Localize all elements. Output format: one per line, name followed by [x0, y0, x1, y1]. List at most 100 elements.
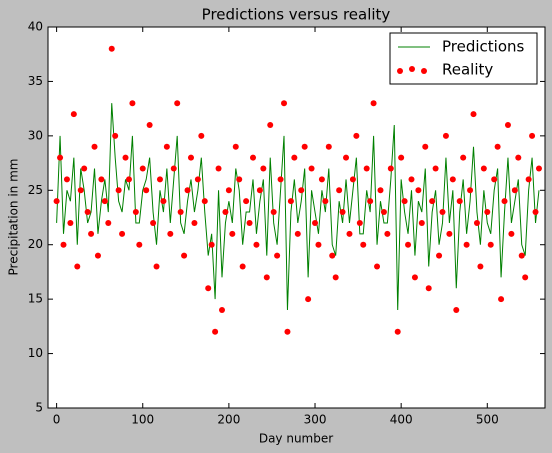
point	[232, 143, 239, 150]
point	[425, 285, 432, 292]
point	[208, 241, 215, 248]
point	[74, 263, 81, 270]
point	[374, 263, 381, 270]
point	[174, 100, 181, 107]
point	[284, 328, 291, 335]
point	[398, 154, 405, 161]
point	[453, 307, 460, 314]
point	[501, 198, 508, 205]
x-tick-label: 500	[476, 413, 499, 427]
point	[418, 219, 425, 226]
point	[246, 219, 253, 226]
point	[487, 241, 494, 248]
point	[456, 198, 463, 205]
point	[318, 176, 325, 183]
chart-title: Predictions versus reality	[202, 6, 391, 24]
point	[160, 198, 167, 205]
y-tick-label: 35	[28, 74, 43, 88]
point	[339, 209, 346, 216]
point	[411, 274, 418, 281]
point	[360, 241, 367, 248]
point	[432, 165, 439, 172]
point	[349, 176, 356, 183]
point	[212, 328, 219, 335]
point	[191, 219, 198, 226]
point	[67, 219, 74, 226]
point	[305, 296, 312, 303]
point	[370, 100, 377, 107]
point	[156, 176, 163, 183]
point	[122, 154, 129, 161]
point	[115, 187, 122, 194]
point	[194, 176, 201, 183]
point	[446, 230, 453, 237]
point	[529, 132, 536, 139]
plot-frame	[47, 26, 546, 409]
point	[525, 176, 532, 183]
y-axis-label: Precipitation in mm	[7, 159, 21, 276]
point	[108, 45, 115, 52]
point	[298, 187, 305, 194]
point	[277, 176, 284, 183]
point	[504, 121, 511, 128]
x-tick-label: 0	[53, 413, 61, 427]
point	[498, 296, 505, 303]
point	[467, 187, 474, 194]
legend-label: Predictions	[442, 38, 525, 56]
point	[243, 198, 250, 205]
y-tick-label: 5	[35, 401, 43, 415]
point	[70, 111, 77, 118]
point	[343, 154, 350, 161]
point	[129, 100, 136, 107]
point	[322, 198, 329, 205]
x-tick-label: 100	[131, 413, 154, 427]
point	[518, 252, 525, 259]
point	[153, 263, 160, 270]
point	[394, 328, 401, 335]
point	[329, 252, 336, 259]
point	[363, 165, 370, 172]
point	[53, 198, 60, 205]
point	[387, 165, 394, 172]
point	[253, 241, 260, 248]
point	[139, 165, 146, 172]
point	[112, 132, 119, 139]
point	[384, 230, 391, 237]
y-tick-label: 20	[28, 237, 43, 251]
point	[281, 100, 288, 107]
point	[356, 219, 363, 226]
point	[274, 252, 281, 259]
point	[377, 187, 384, 194]
point	[535, 165, 542, 172]
point	[308, 165, 315, 172]
point	[215, 165, 222, 172]
point	[94, 252, 101, 259]
point	[470, 111, 477, 118]
point	[484, 209, 491, 216]
series-line	[56, 103, 540, 311]
y-tick-label: 10	[28, 346, 43, 360]
point	[91, 143, 98, 150]
point	[225, 187, 232, 194]
x-tick-label: 200	[217, 413, 240, 427]
point	[136, 241, 143, 248]
point	[81, 165, 88, 172]
point	[312, 219, 319, 226]
point	[367, 198, 374, 205]
point	[291, 154, 298, 161]
point	[250, 154, 257, 161]
point	[236, 176, 243, 183]
point	[415, 187, 422, 194]
point	[125, 176, 132, 183]
point	[146, 121, 153, 128]
point	[480, 165, 487, 172]
point	[332, 274, 339, 281]
y-tick-label: 25	[28, 183, 43, 197]
point	[119, 230, 126, 237]
point	[222, 209, 229, 216]
point	[422, 143, 429, 150]
point	[436, 252, 443, 259]
x-tick-label: 300	[304, 413, 327, 427]
point	[256, 187, 263, 194]
